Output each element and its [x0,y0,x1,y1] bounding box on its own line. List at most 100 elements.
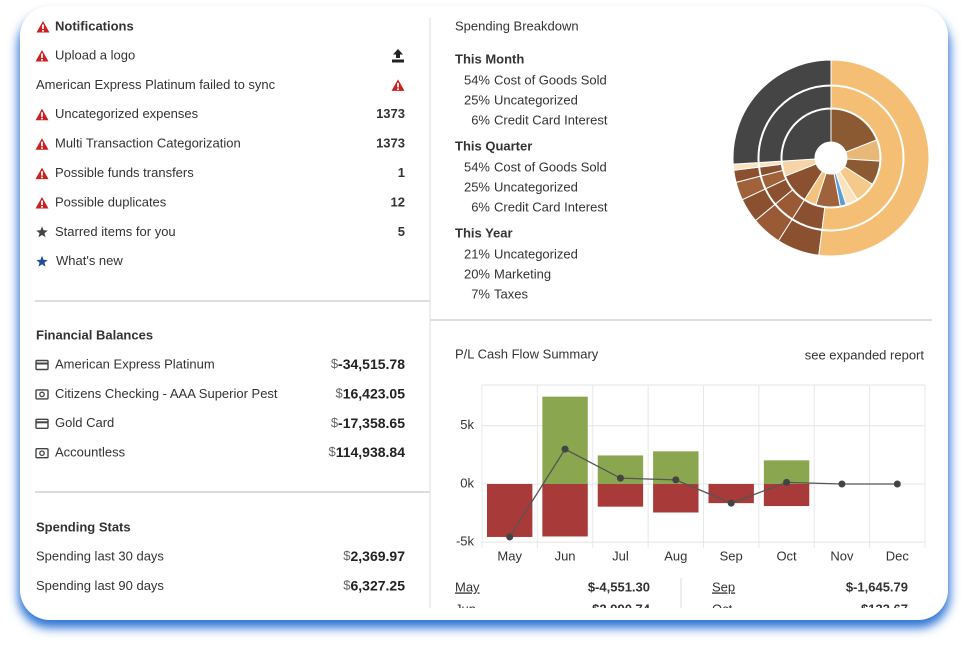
amount-value: 6,327.25 [351,577,406,593]
notification-label[interactable]: Multi Transaction Categorization [55,136,241,151]
warning-icon [36,21,50,33]
y-tick-label: -5k [456,534,475,549]
breakdown-label: Cost of Goods Sold [494,72,607,87]
breakdown-label: Uncategorized [494,92,578,107]
summary-month[interactable]: May [455,579,480,594]
cash-icon [35,389,49,400]
period-name: This Month [455,51,524,66]
net-point [672,476,680,484]
amount: $2,369.97 [343,548,405,564]
currency: $ [343,578,351,593]
section-title: Financial Balances [36,327,153,342]
cash-coin [39,391,45,398]
warning-dot [41,59,43,61]
breakdown-percent: 21% [464,246,490,261]
net-point [893,480,901,488]
amount-value: 114,938.84 [336,444,406,460]
breakdown-percent: 25% [464,92,490,107]
amount-value: -34,515.78 [338,356,405,372]
notification-count: 1 [398,165,405,180]
star-shape [36,255,48,267]
summary-value: $-1,645.79 [846,579,908,594]
cash-coin [39,450,45,457]
currency: $ [343,548,351,563]
sunburst-segment [818,59,930,257]
bar [542,396,588,484]
warning-dot [397,88,399,90]
account-name[interactable]: American Express Platinum [55,356,215,371]
x-tick-label: May [497,548,522,563]
warning-mark [41,171,43,176]
upload-base [392,59,404,63]
star-icon [36,255,48,267]
star-icon [36,226,48,238]
card-icon [35,418,49,429]
account-name[interactable]: Accountless [55,445,126,460]
bar [486,483,533,537]
bar [597,483,644,507]
card-body [35,359,49,371]
breakdown-percent: 54% [464,72,490,87]
account-name[interactable]: Gold Card [55,415,114,430]
summary-month[interactable]: Jun [455,601,476,616]
notification-count: 1373 [376,106,405,121]
x-tick-label: Jun [555,548,576,563]
y-tick-label: 0k [460,475,474,490]
panel-title: Spending Breakdown [455,18,579,33]
notification-label[interactable]: American Express Platinum failed to sync [36,77,276,92]
notification-count: 5 [398,224,405,239]
notification-label[interactable]: Possible duplicates [55,194,167,209]
panel-title: P/L Cash Flow Summary [455,346,599,361]
notification-count: 1373 [376,136,405,151]
star-shape [36,226,48,238]
amount: $16,423.05 [335,385,405,401]
card-icon [35,359,49,371]
warning-mark [41,200,43,205]
sunburst-segment [758,85,832,164]
net-point [783,478,791,486]
expanded-report-link[interactable]: see expanded report [805,347,925,362]
summary-value: $133.67 [861,601,908,616]
section-title: Notifications [55,18,134,33]
x-tick-label: Aug [664,548,687,563]
net-point [838,480,846,488]
notification-label[interactable]: Possible funds transfers [55,165,194,180]
x-tick-label: Oct [776,548,797,563]
summary-month[interactable]: Oct [712,601,733,616]
x-tick-label: Nov [830,548,854,563]
breakdown-label: Uncategorized [494,179,578,194]
notification-count: 12 [391,194,405,209]
net-point [506,533,514,541]
whats-new-link[interactable]: What's new [56,253,123,268]
breakdown-percent: 54% [464,159,490,174]
bar [763,483,810,507]
upload-arrow [393,49,403,58]
account-name[interactable]: Citizens Checking - AAA Superior Pest [55,386,278,401]
notification-label[interactable]: Uncategorized expenses [55,106,199,121]
cash-body [35,448,49,459]
x-tick-label: Dec [886,548,910,563]
sunburst-segment [821,85,904,231]
net-point [561,445,569,453]
content: Notifications Upload a logo American Expre… [20,18,932,616]
notification-label[interactable]: Starred items for you [55,224,176,239]
breakdown-label: Credit Card Interest [494,112,608,127]
warning-dot [42,30,44,32]
notification-label[interactable]: Upload a logo [55,47,135,62]
period-name: This Quarter [455,138,532,153]
currency: $ [328,445,336,460]
amount-value: 16,423.05 [343,385,405,401]
warning-dot [41,206,43,208]
warning-icon [391,79,405,91]
x-tick-label: Sep [720,548,743,563]
bar [653,483,699,513]
net-point [616,474,624,482]
warning-mark [41,112,43,117]
breakdown-label: Uncategorized [494,246,578,261]
amount: $-34,515.78 [331,356,405,372]
warning-dot [41,147,43,149]
warning-mark [41,141,43,147]
summary-month[interactable]: Sep [712,579,735,594]
